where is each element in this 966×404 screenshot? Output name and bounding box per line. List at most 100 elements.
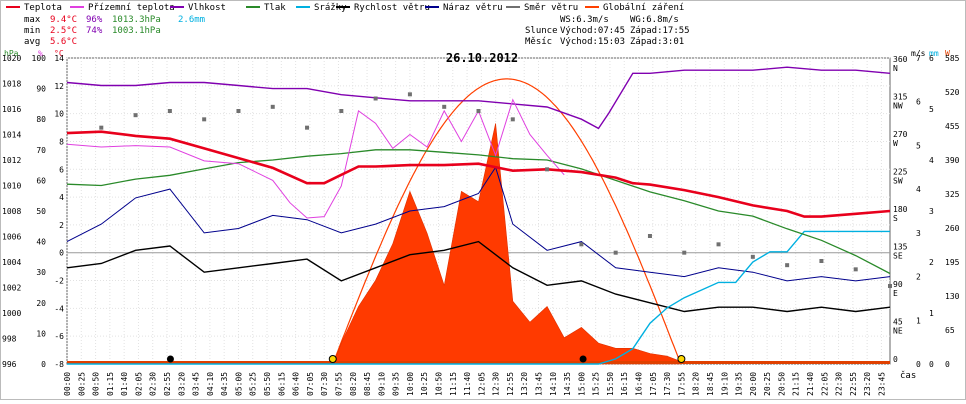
- wind-dir-point-6: [305, 125, 310, 130]
- tick-ms-7: 7: [916, 54, 921, 63]
- wind-dir-point-8: [373, 96, 378, 101]
- stat-label-1: min: [24, 26, 40, 36]
- tick-x-17: 07:05: [306, 372, 315, 396]
- sun-rise: Východ:07:45: [560, 26, 625, 36]
- tick-hpa-8: 1012: [2, 156, 21, 165]
- tick-x-3: 01:15: [106, 372, 115, 396]
- legend-label-2: Vlhkost: [188, 3, 226, 13]
- tick-x-25: 10:25: [420, 372, 429, 396]
- tick-c-2: -4: [54, 304, 64, 313]
- tick-x-40: 16:40: [635, 372, 644, 396]
- tick-ms-4: 4: [916, 185, 921, 194]
- wind-dir-point-20: [785, 263, 790, 268]
- stat-label-0: max: [24, 15, 41, 25]
- tick-hpa-5: 1006: [2, 233, 21, 242]
- tick-pct-5: 50: [36, 207, 46, 216]
- stat-temp-1: 2.5°C: [50, 26, 77, 36]
- tick-dir-label-5: SW: [893, 177, 903, 186]
- line-humidity: [66, 66, 891, 130]
- wind-dir-point-12: [510, 117, 515, 122]
- tick-x-42: 17:30: [663, 372, 672, 396]
- tick-x-15: 06:15: [277, 372, 286, 396]
- tick-x-27: 11:15: [449, 372, 458, 396]
- tick-x-29: 12:05: [477, 372, 486, 396]
- tick-x-38: 15:50: [606, 372, 615, 396]
- tick-c-9: 10: [54, 110, 64, 119]
- tick-hpa-3: 1002: [2, 284, 21, 293]
- legend-label-8: Globální záření: [603, 3, 684, 13]
- tick-c-10: 12: [54, 82, 64, 91]
- tick-dir-0: 0: [893, 355, 898, 364]
- tick-mm-6: 6: [929, 54, 934, 63]
- wind-dir-point-11: [476, 109, 481, 113]
- wind-dir-point-17: [682, 250, 687, 255]
- line-rain: [67, 230, 890, 365]
- tick-c-11: 14: [54, 54, 64, 63]
- wind-dir-point-14: [579, 242, 584, 247]
- moonset-marker: [166, 355, 174, 363]
- tick-x-57: 23:45: [877, 372, 886, 396]
- stat-rain-0: 2.6mm: [178, 15, 205, 25]
- tick-pct-7: 70: [36, 146, 46, 155]
- sunrise-marker: [328, 355, 337, 363]
- tick-w-7: 455: [945, 122, 960, 131]
- tick-x-13: 05:25: [249, 372, 258, 396]
- tick-pct-2: 20: [36, 299, 46, 308]
- wind-dir-point-19: [750, 254, 755, 259]
- wind-dir-point-10: [442, 104, 447, 109]
- tick-x-24: 10:00: [406, 372, 415, 396]
- tick-x-35: 14:35: [563, 372, 572, 396]
- tick-w-6: 390: [945, 156, 960, 165]
- axes: hPa% °C9969981000100210041006100810101012…: [2, 49, 960, 396]
- stats-panel: max 9.4°C 96% 1013.3hPa 2.6mm min 2.5°C 74% 1003…: [24, 15, 690, 47]
- line-ground-temp: [66, 98, 565, 219]
- tick-x-7: 02:55: [163, 372, 172, 396]
- plot-area: [66, 57, 892, 365]
- tick-ms-6: 6: [916, 98, 921, 107]
- wind-dir-point-13: [545, 167, 550, 172]
- tick-x-21: 08:45: [363, 372, 372, 396]
- wind-dir-point-5: [270, 104, 275, 109]
- wind-wg: WG:6.8m/s: [630, 15, 679, 25]
- tick-c-3: -2: [54, 277, 64, 286]
- tick-dir-2: 90: [893, 280, 903, 289]
- tick-x-2: 00:50: [92, 372, 101, 396]
- tick-x-56: 23:20: [863, 372, 872, 396]
- tick-w-0: 0: [945, 360, 950, 369]
- chart-title: 26.10.2012: [446, 51, 518, 65]
- legend-label-5: Rychlost větru: [354, 3, 430, 13]
- tick-x-20: 08:20: [349, 372, 358, 396]
- line-wind-speed: [66, 240, 891, 313]
- tick-c-7: 6: [59, 165, 64, 174]
- stat-hum-0: 96%: [86, 15, 103, 25]
- moonrise-marker: [579, 355, 587, 363]
- tick-c-4: 0: [59, 249, 64, 258]
- tick-dir-5: 225: [893, 168, 908, 177]
- moon-rise: Východ:15:03: [560, 37, 625, 47]
- tick-x-9: 03:45: [192, 372, 201, 396]
- tick-x-55: 22:55: [849, 372, 858, 396]
- tick-x-47: 19:35: [735, 372, 744, 396]
- tick-pct-8: 80: [36, 115, 46, 124]
- moon-label: Měsíc: [525, 37, 552, 47]
- tick-hpa-11: 1018: [2, 80, 21, 89]
- tick-x-23: 09:35: [392, 372, 401, 396]
- tick-x-0: 00:00: [63, 372, 72, 396]
- stat-press-0: 1013.3hPa: [112, 15, 161, 25]
- tick-x-26: 10:50: [434, 372, 443, 396]
- unit-ms: m/s: [911, 49, 926, 58]
- legend-label-6: Náraz větru: [443, 3, 503, 13]
- tick-dir-3: 135: [893, 243, 908, 252]
- tick-c-5: 2: [59, 221, 64, 230]
- tick-x-51: 21:15: [792, 372, 801, 396]
- tick-dir-8: 360: [893, 55, 908, 64]
- line-pressure: [66, 149, 891, 275]
- tick-w-4: 260: [945, 224, 960, 233]
- tick-c-0: -8: [54, 360, 64, 369]
- tick-x-46: 19:10: [720, 372, 729, 396]
- tick-dir-4: 180: [893, 205, 908, 214]
- wind-dir-point-18: [716, 242, 721, 247]
- wind-dir-point-7: [339, 109, 344, 113]
- tick-hpa-9: 1014: [2, 131, 21, 140]
